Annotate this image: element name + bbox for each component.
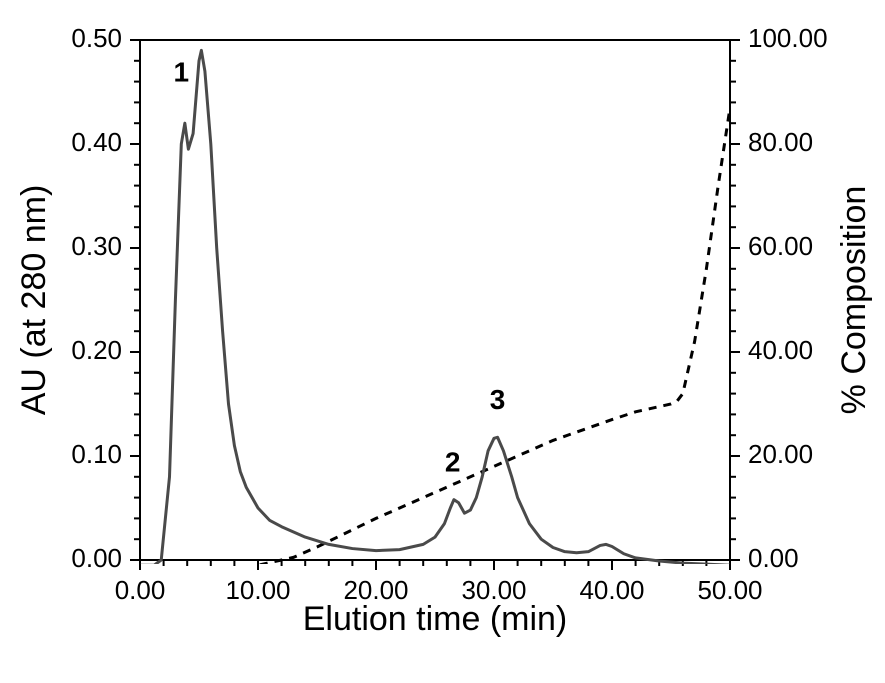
x-axis-title: Elution time (min) <box>303 600 568 638</box>
y-right-tick-label: 20.00 <box>748 439 813 469</box>
x-tick-label: 0.00 <box>115 575 166 605</box>
x-tick-label: 40.00 <box>579 575 644 605</box>
x-tick-label: 10.00 <box>225 575 290 605</box>
y-left-axis-title: AU (at 280 nm) <box>15 185 53 416</box>
y-right-axis-title: % Composition <box>835 186 873 415</box>
chromatogram-chart: 0.0010.0020.0030.0040.0050.000.000.100.2… <box>0 0 885 683</box>
y-left-tick-label: 0.40 <box>71 127 122 157</box>
chart-svg: 0.0010.0020.0030.0040.0050.000.000.100.2… <box>0 0 885 683</box>
composition-gradient-line <box>140 108 730 571</box>
y-right-tick-label: 60.00 <box>748 231 813 261</box>
y-left-tick-label: 0.30 <box>71 231 122 261</box>
plot-border <box>140 40 730 560</box>
au-trace-line <box>140 50 730 565</box>
peak-label: 1 <box>174 57 190 88</box>
y-right-tick-label: 0.00 <box>748 543 799 573</box>
y-left-tick-label: 0.20 <box>71 335 122 365</box>
x-tick-label: 50.00 <box>697 575 762 605</box>
peak-label: 2 <box>445 447 461 478</box>
y-left-tick-label: 0.50 <box>71 23 122 53</box>
peak-label: 3 <box>490 384 506 415</box>
y-left-tick-label: 0.00 <box>71 543 122 573</box>
y-left-tick-label: 0.10 <box>71 439 122 469</box>
y-right-tick-label: 80.00 <box>748 127 813 157</box>
y-right-tick-label: 100.00 <box>748 23 828 53</box>
y-right-tick-label: 40.00 <box>748 335 813 365</box>
